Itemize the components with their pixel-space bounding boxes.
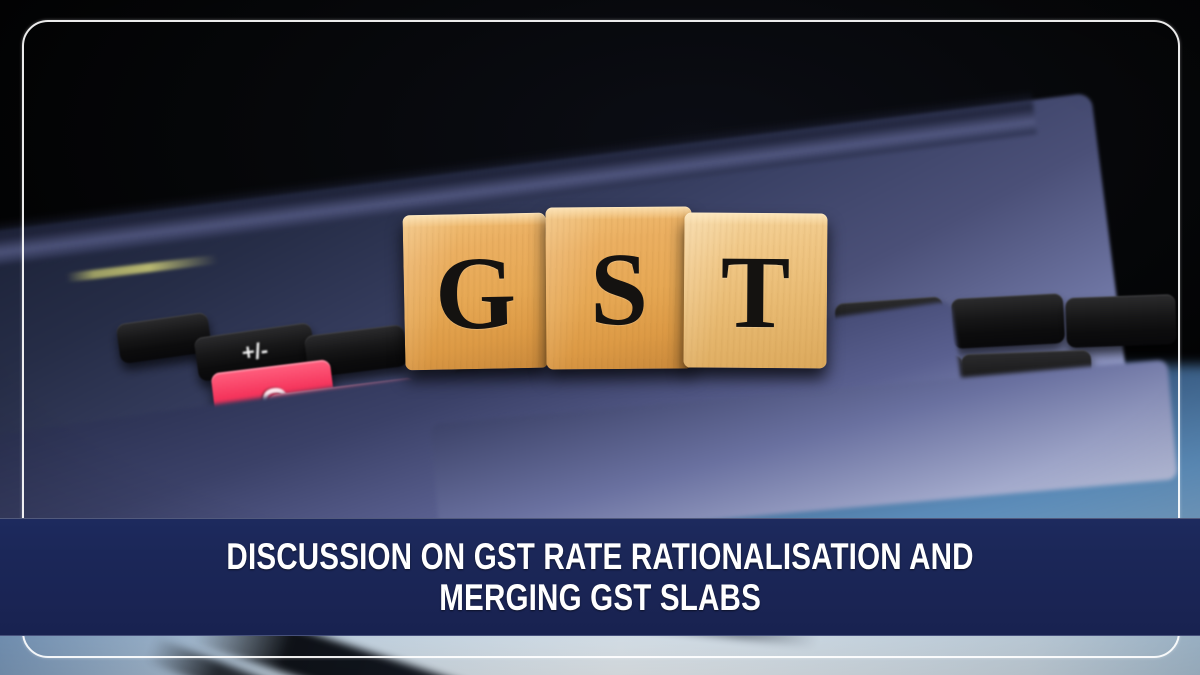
calculator-key-plus-minus-label: +/- [240, 337, 270, 366]
headline-line-2: MERGING GST SLABS [439, 577, 761, 618]
wooden-block-g-letter: G [433, 234, 518, 352]
headline-line-1: DISCUSSION ON GST RATE RATIONALISATION A… [226, 535, 974, 577]
wooden-block-s: S [545, 206, 693, 370]
headline-banner: DISCUSSION ON GST RATE RATIONALISATION A… [0, 518, 1200, 636]
calculator-key-back-4 [1065, 294, 1177, 348]
wooden-block-s-top [545, 206, 692, 220]
wooden-block-g: G [402, 212, 549, 371]
wooden-block-g-top [402, 212, 546, 228]
wooden-block-s-letter: S [589, 231, 649, 348]
wooden-block-t: T [683, 212, 828, 369]
wooden-block-t-top [684, 212, 828, 226]
wooden-block-t-letter: T [720, 234, 791, 350]
calculator-key-back-3 [950, 293, 1066, 349]
